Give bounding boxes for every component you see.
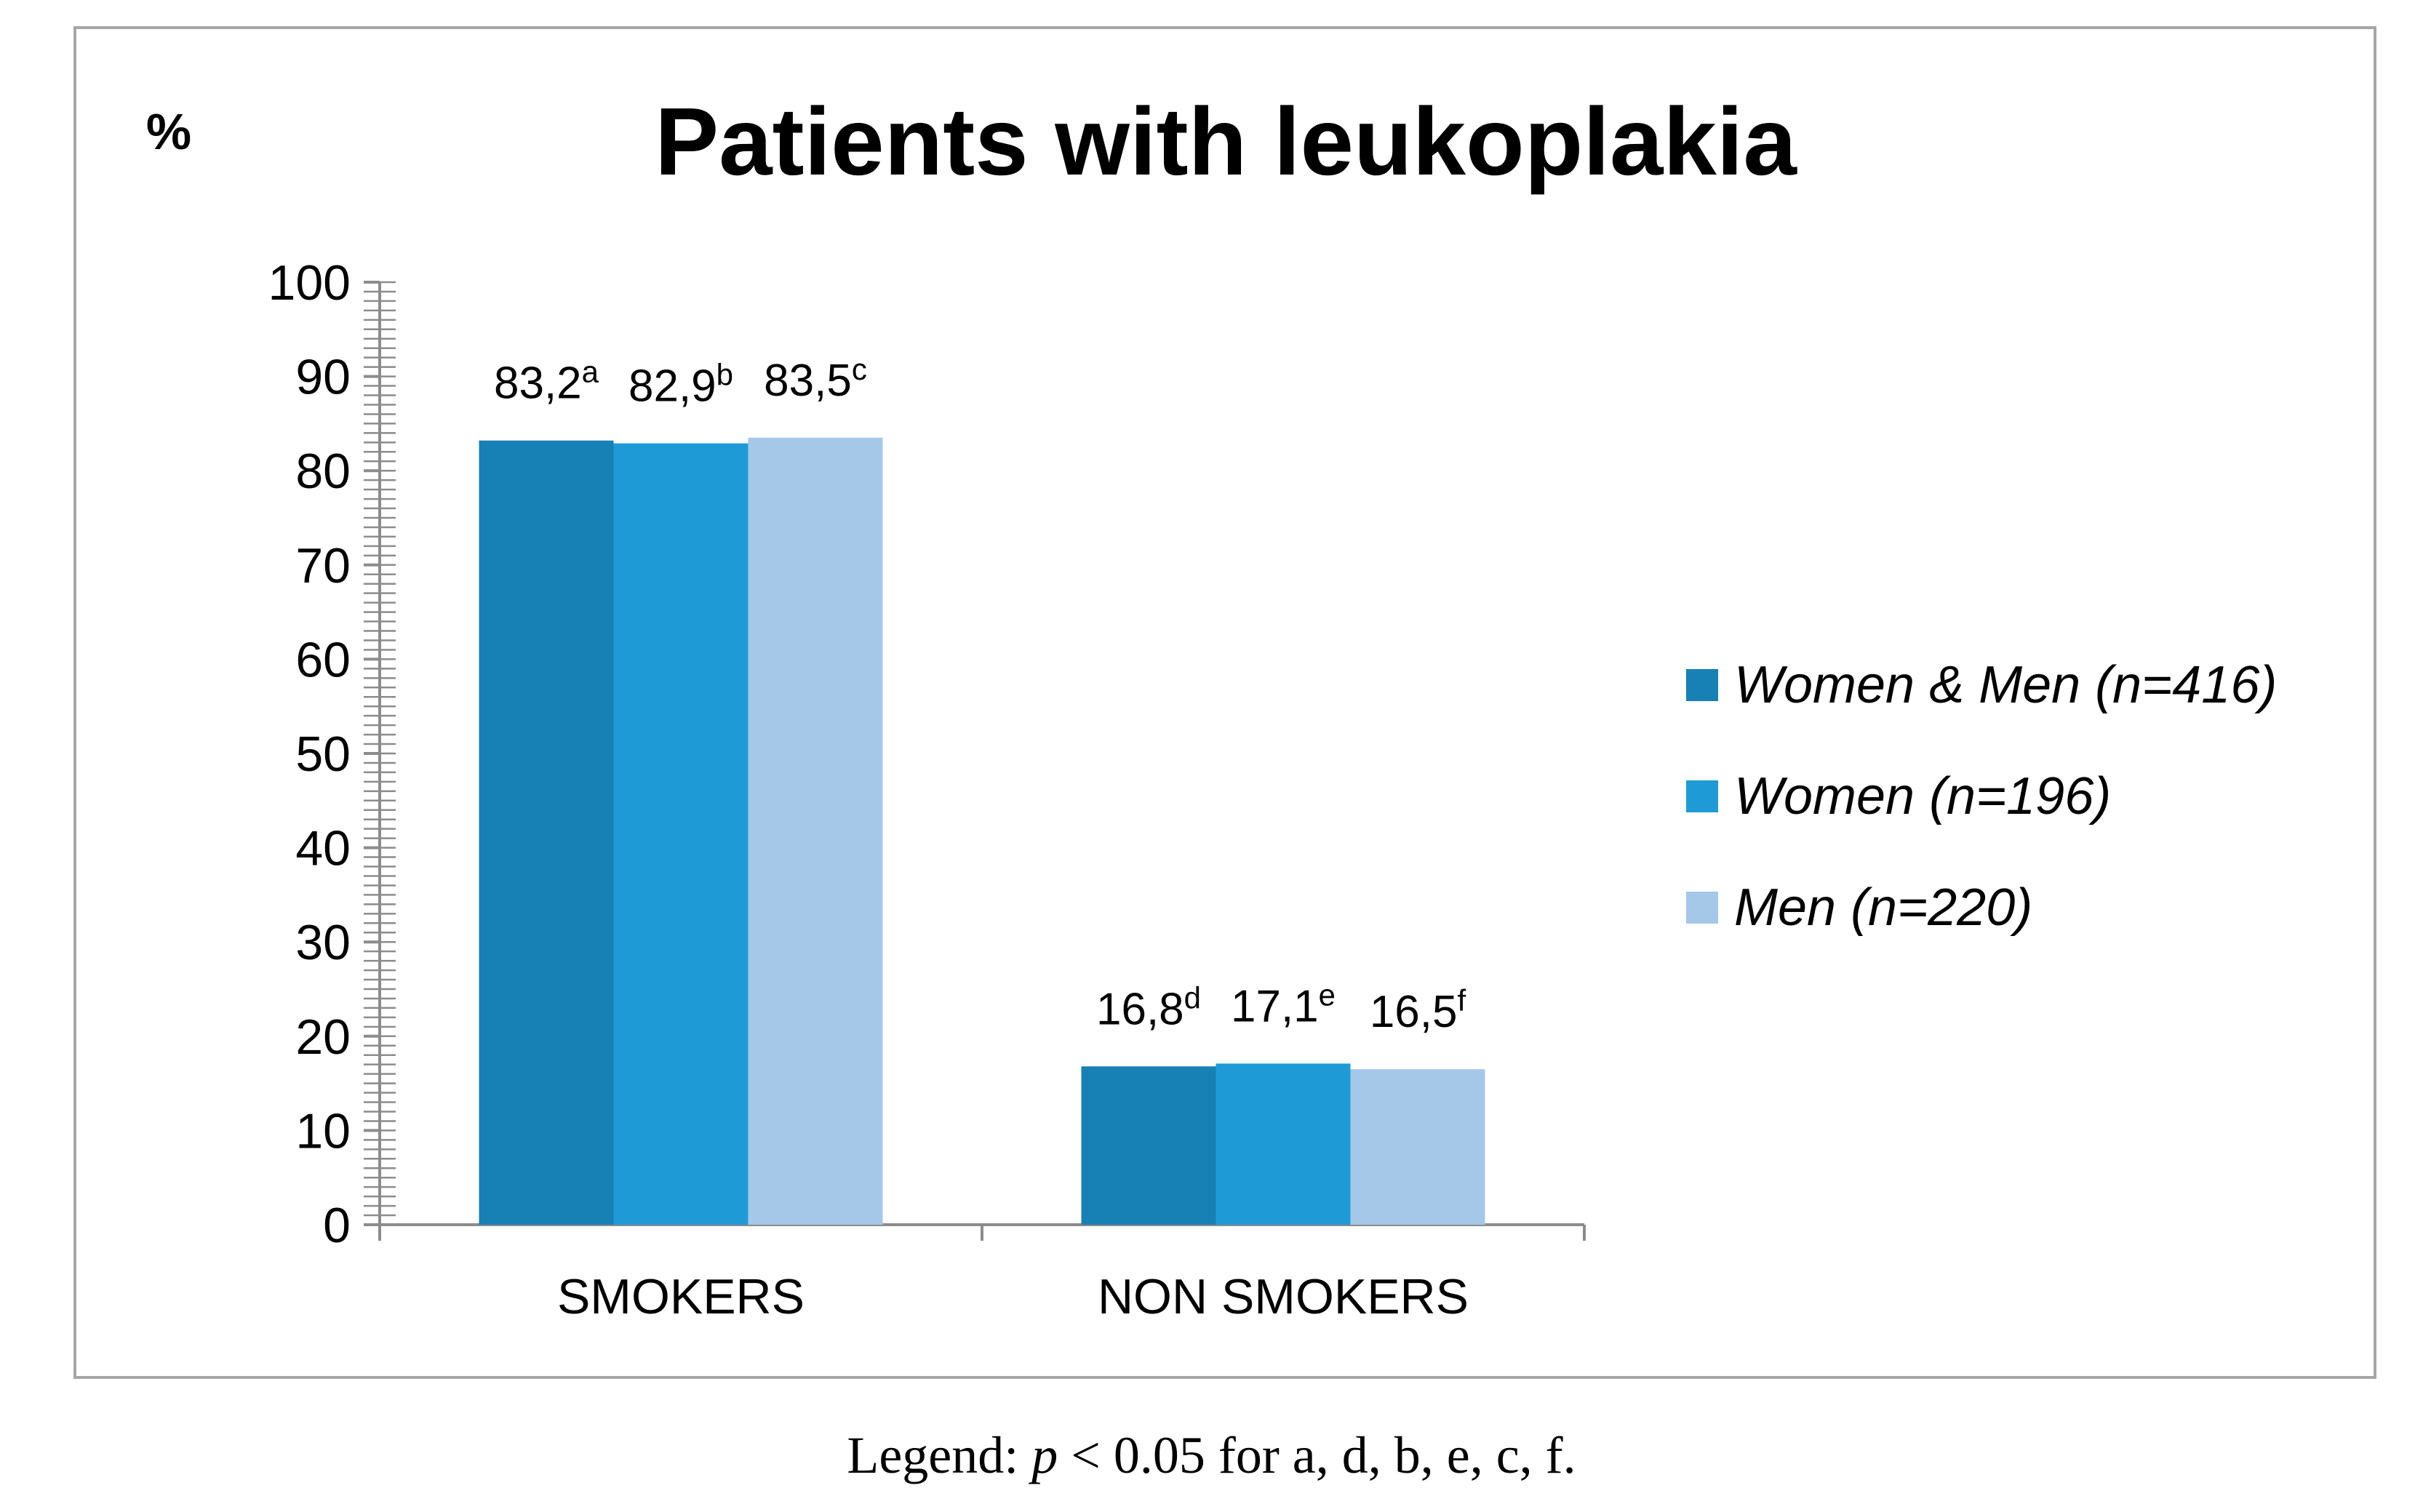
axes: 0 10 20 30 40 50 60 70 80 90 100 SMOKERS NON SMOKERS: [268, 255, 1586, 1324]
y-tick-label: 0: [323, 1198, 351, 1253]
y-tick-label: 40: [295, 821, 351, 876]
bar: [613, 443, 749, 1225]
bar: [479, 440, 614, 1225]
bars: [479, 437, 1485, 1225]
data-label: 82,9b: [628, 358, 733, 412]
legend-swatch: [1686, 780, 1718, 812]
bar: [1081, 1066, 1216, 1225]
bar: [1216, 1063, 1351, 1225]
chart-title: Patients with leukoplakia: [655, 88, 1797, 195]
legend-label: Men (n=220): [1734, 879, 2032, 937]
y-tick-label: 50: [295, 727, 351, 782]
bar: [1350, 1069, 1485, 1225]
y-tick-label: 20: [295, 1009, 351, 1065]
y-tick-label: 80: [295, 444, 351, 499]
y-minor-ticks: [364, 281, 396, 1226]
data-label: 83,5c: [764, 352, 867, 406]
data-label: 17,1e: [1231, 977, 1336, 1031]
y-tick-label: 30: [295, 915, 351, 970]
legend-swatch: [1686, 892, 1718, 924]
figure-caption: Legend: p < 0.05 for a, d, b, e, c, f.: [0, 1425, 2423, 1498]
bar: [748, 437, 883, 1225]
y-tick-label: 10: [295, 1103, 351, 1159]
legend: Women & Men (n=416) Women (n=196) Men (n=2…: [1686, 656, 2277, 937]
x-tick-label: NON SMOKERS: [1098, 1269, 1469, 1324]
legend-label: Women & Men (n=416): [1734, 656, 2277, 714]
y-tick-label: 70: [295, 538, 351, 593]
legend-swatch: [1686, 669, 1718, 701]
legend-label: Women (n=196): [1734, 767, 2111, 825]
data-label: 16,5f: [1370, 983, 1466, 1037]
caption-prefix: Legend:: [847, 1426, 1032, 1484]
y-axis-unit: %: [146, 103, 191, 160]
chart: % Patients with leukoplakia 0 10 20 30 40 50 6…: [73, 26, 2376, 1379]
caption-suffix: < 0.05 for a, d, b, e, c, f.: [1058, 1426, 1576, 1484]
data-labels: 83,2a 82,9b 83,5c 16,8d 17,1e 16,5f: [494, 352, 1466, 1037]
data-label: 83,2a: [494, 355, 599, 409]
y-tick-label: 90: [295, 350, 351, 405]
y-tick-label: 100: [268, 255, 351, 311]
caption-p: p: [1031, 1426, 1058, 1484]
y-tick-label: 60: [295, 632, 351, 687]
x-tick-label: SMOKERS: [557, 1269, 805, 1324]
data-label: 16,8d: [1096, 980, 1201, 1034]
